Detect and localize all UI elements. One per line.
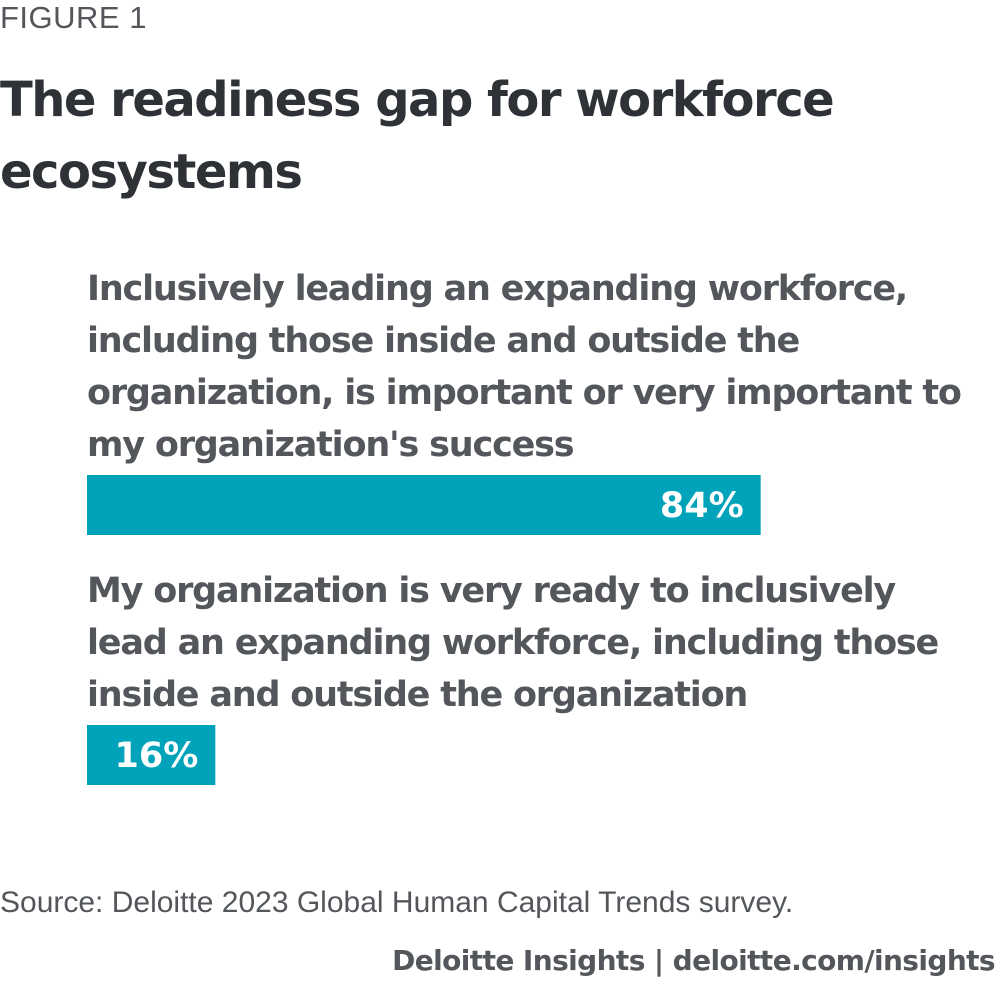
- bar-chart: Inclusively leading an expanding workfor…: [87, 269, 962, 785]
- category-label-line: My organization is very ready to inclusi…: [87, 571, 896, 611]
- bar-value-label: 84%: [660, 486, 744, 526]
- bar: [87, 725, 216, 785]
- chart-title: The readiness gap for workforce ecosyste…: [0, 72, 835, 200]
- figure-label: FIGURE 1: [0, 0, 147, 35]
- brand-footer: Deloitte Insights | deloitte.com/insight…: [392, 944, 995, 977]
- category-label-line: Inclusively leading an expanding workfor…: [87, 269, 907, 309]
- category-label-line: organization, is important or very impor…: [87, 373, 961, 413]
- bar: [87, 475, 761, 535]
- bar-value-label: 16%: [115, 736, 199, 776]
- category-label-line: lead an expanding workforce, including t…: [87, 623, 939, 663]
- category-label-line: including those inside and outside the: [87, 321, 799, 361]
- category-label-line: my organization's success: [87, 425, 574, 465]
- source-note: Source: Deloitte 2023 Global Human Capit…: [0, 886, 794, 919]
- category-label-line: inside and outside the organization: [87, 675, 747, 715]
